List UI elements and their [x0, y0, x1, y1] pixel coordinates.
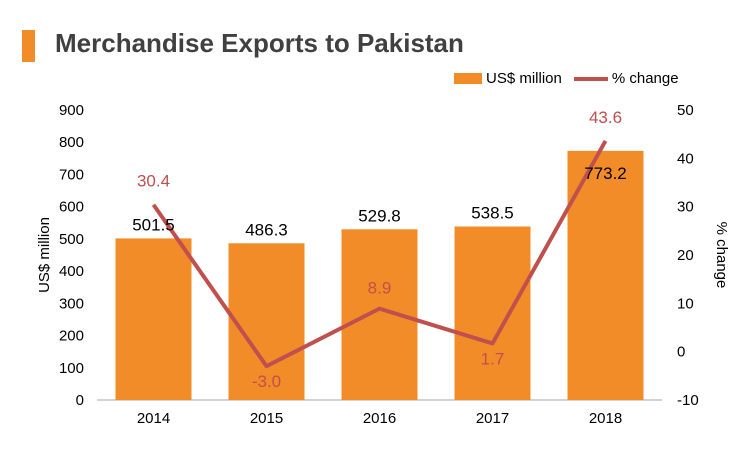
y-tick-label: 500 — [59, 231, 84, 248]
bar-value-label: 773.2 — [584, 164, 627, 183]
y-tick-label: 200 — [59, 328, 84, 345]
legend-item-bar: US$ million — [454, 70, 562, 87]
y2-tick-label: 40 — [677, 150, 694, 167]
y-tick-label: 700 — [59, 166, 84, 183]
y-tick-label: 800 — [59, 134, 84, 151]
legend-label-bar: US$ million — [486, 70, 562, 87]
y2-tick-label: 30 — [677, 199, 694, 216]
legend-swatch-line — [573, 76, 608, 81]
y-tick-label: 100 — [59, 360, 84, 377]
bar — [341, 229, 418, 400]
bar-value-label: 538.5 — [471, 203, 514, 222]
bar — [115, 238, 192, 400]
legend-item-line: % change — [562, 70, 679, 87]
legend-swatch-bar — [454, 73, 482, 84]
y2-tick-label: 0 — [677, 344, 685, 361]
y-axis-title: US$ million — [36, 217, 53, 293]
x-tick-label: 2017 — [476, 410, 509, 427]
legend: US$ million % change — [454, 70, 679, 87]
line-value-label: -3.0 — [252, 372, 281, 391]
x-tick-label: 2015 — [250, 410, 283, 427]
x-tick-label: 2014 — [137, 410, 170, 427]
y2-tick-label: -10 — [677, 392, 699, 409]
bar-value-label: 486.3 — [245, 220, 288, 239]
bar-value-label: 501.5 — [132, 215, 175, 234]
pct-change-line — [151, 139, 608, 369]
line-value-label: 8.9 — [368, 279, 392, 298]
bar — [454, 226, 531, 400]
title-accent-bar — [22, 30, 35, 62]
y-tick-label: 600 — [59, 199, 84, 216]
y-tick-label: 300 — [59, 295, 84, 312]
line-value-label: 1.7 — [481, 349, 505, 368]
y2-tick-label: 20 — [677, 247, 694, 264]
bar-value-label: 529.8 — [358, 206, 401, 225]
y2-axis-title: % change — [713, 222, 730, 289]
y2-tick-label: 10 — [677, 295, 694, 312]
legend-label-line: % change — [611, 70, 679, 87]
y2-tick-label: 50 — [677, 102, 694, 119]
bar — [228, 243, 305, 400]
line-value-label: 43.6 — [589, 108, 622, 127]
y-tick-label: 0 — [76, 392, 84, 409]
bar — [567, 150, 644, 400]
chart-title: Merchandise Exports to Pakistan — [55, 28, 464, 58]
x-tick-label: 2018 — [589, 410, 622, 427]
y-tick-label: 900 — [59, 102, 84, 119]
line-value-label: 30.4 — [137, 172, 170, 191]
x-tick-label: 2016 — [363, 410, 396, 427]
y-tick-label: 400 — [59, 263, 84, 280]
